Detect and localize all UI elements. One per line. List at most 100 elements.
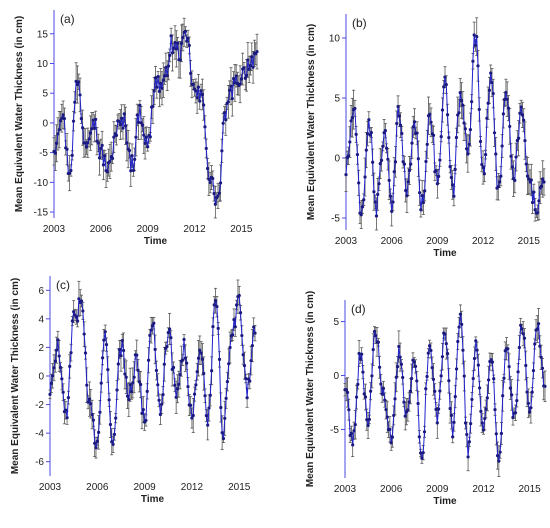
data-point <box>393 397 397 401</box>
data-point <box>153 76 158 80</box>
data-point <box>127 397 131 402</box>
data-point <box>508 386 512 390</box>
data-point <box>433 389 437 393</box>
data-point <box>239 77 243 81</box>
panel-b: -5 0 5 10 2003 2006 2009 2012 2015 Time Mean Equiv… <box>306 14 546 259</box>
y-axis-label: Mean Equivalent Water Thickness (in cm) <box>305 291 316 487</box>
data-point <box>250 343 254 348</box>
data-point <box>448 165 452 169</box>
data-point <box>354 132 358 136</box>
data-point <box>226 100 230 104</box>
data-point <box>457 325 461 329</box>
data-point <box>486 101 490 105</box>
data-point <box>363 395 368 399</box>
data-point <box>101 163 106 167</box>
data-point <box>132 375 136 379</box>
data-point <box>463 421 468 425</box>
data-point <box>491 91 495 96</box>
x-tick-label: 2015 <box>228 482 251 493</box>
data-point <box>227 362 231 366</box>
data-point <box>140 411 144 415</box>
data-point <box>518 111 522 115</box>
data-point <box>359 213 363 217</box>
data-point <box>368 133 372 137</box>
data-point <box>78 93 82 97</box>
data-point <box>361 370 365 374</box>
data-point <box>119 354 123 358</box>
data-point <box>506 347 510 351</box>
data-point <box>420 194 424 198</box>
data-point <box>222 111 227 115</box>
data-point <box>470 100 474 104</box>
data-point <box>530 200 535 205</box>
data-point <box>149 328 153 332</box>
x-tick-label: 2009 <box>426 236 449 247</box>
data-point <box>235 303 239 307</box>
data-point <box>86 141 90 145</box>
data-point <box>519 323 523 327</box>
data-point <box>255 50 259 54</box>
data-point <box>194 89 198 93</box>
data-point <box>138 103 142 107</box>
data-point <box>111 442 115 446</box>
data-point <box>443 75 447 79</box>
data-point <box>75 319 80 323</box>
data-point <box>525 390 529 394</box>
data-point <box>529 178 533 182</box>
data-point <box>206 423 210 427</box>
data-point <box>56 338 60 342</box>
data-point <box>99 146 103 151</box>
data-point <box>169 34 173 38</box>
data-point <box>443 332 447 336</box>
data-point <box>540 366 545 370</box>
data-point <box>497 180 502 184</box>
data-point <box>105 170 109 174</box>
data-point <box>423 189 427 193</box>
data-point <box>356 382 360 386</box>
data-point <box>49 381 53 386</box>
data-point <box>245 396 249 400</box>
data-point <box>347 408 351 412</box>
data-point <box>155 85 159 89</box>
data-point <box>499 174 503 178</box>
data-point <box>146 358 151 362</box>
data-point <box>69 351 73 355</box>
data-point <box>376 340 380 344</box>
data-point <box>100 143 104 147</box>
data-point <box>539 184 544 188</box>
data-point <box>430 366 434 370</box>
data-point <box>51 374 55 378</box>
data-point <box>194 383 198 387</box>
data-point <box>447 136 451 140</box>
data-point <box>428 112 432 116</box>
data-point <box>185 361 189 365</box>
data-point <box>357 181 361 185</box>
data-point <box>436 407 441 411</box>
data-point <box>68 364 72 368</box>
data-point <box>458 312 462 316</box>
data-point <box>460 322 464 326</box>
data-point <box>472 356 477 361</box>
data-point <box>476 363 480 367</box>
data-point <box>510 393 514 397</box>
data-point <box>481 165 485 170</box>
data-point <box>110 440 114 444</box>
data-point <box>221 436 226 441</box>
data-point <box>500 144 504 148</box>
data-point <box>394 375 398 379</box>
data-point <box>476 64 480 68</box>
data-point <box>70 153 74 157</box>
data-point <box>107 398 111 402</box>
y-tick-label: -10 <box>34 178 49 189</box>
data-point <box>373 200 377 204</box>
data-point <box>503 97 507 101</box>
series-line <box>345 34 545 217</box>
data-point <box>60 116 64 120</box>
data-point <box>174 47 178 51</box>
data-point <box>363 175 367 179</box>
data-point <box>94 446 98 450</box>
data-point <box>520 327 524 331</box>
panel-d: -5 0 5 2003 2006 2009 2012 2015 Time Mean Equival… <box>305 291 547 507</box>
data-point <box>72 310 76 314</box>
x-tick-label: 2012 <box>472 484 495 495</box>
